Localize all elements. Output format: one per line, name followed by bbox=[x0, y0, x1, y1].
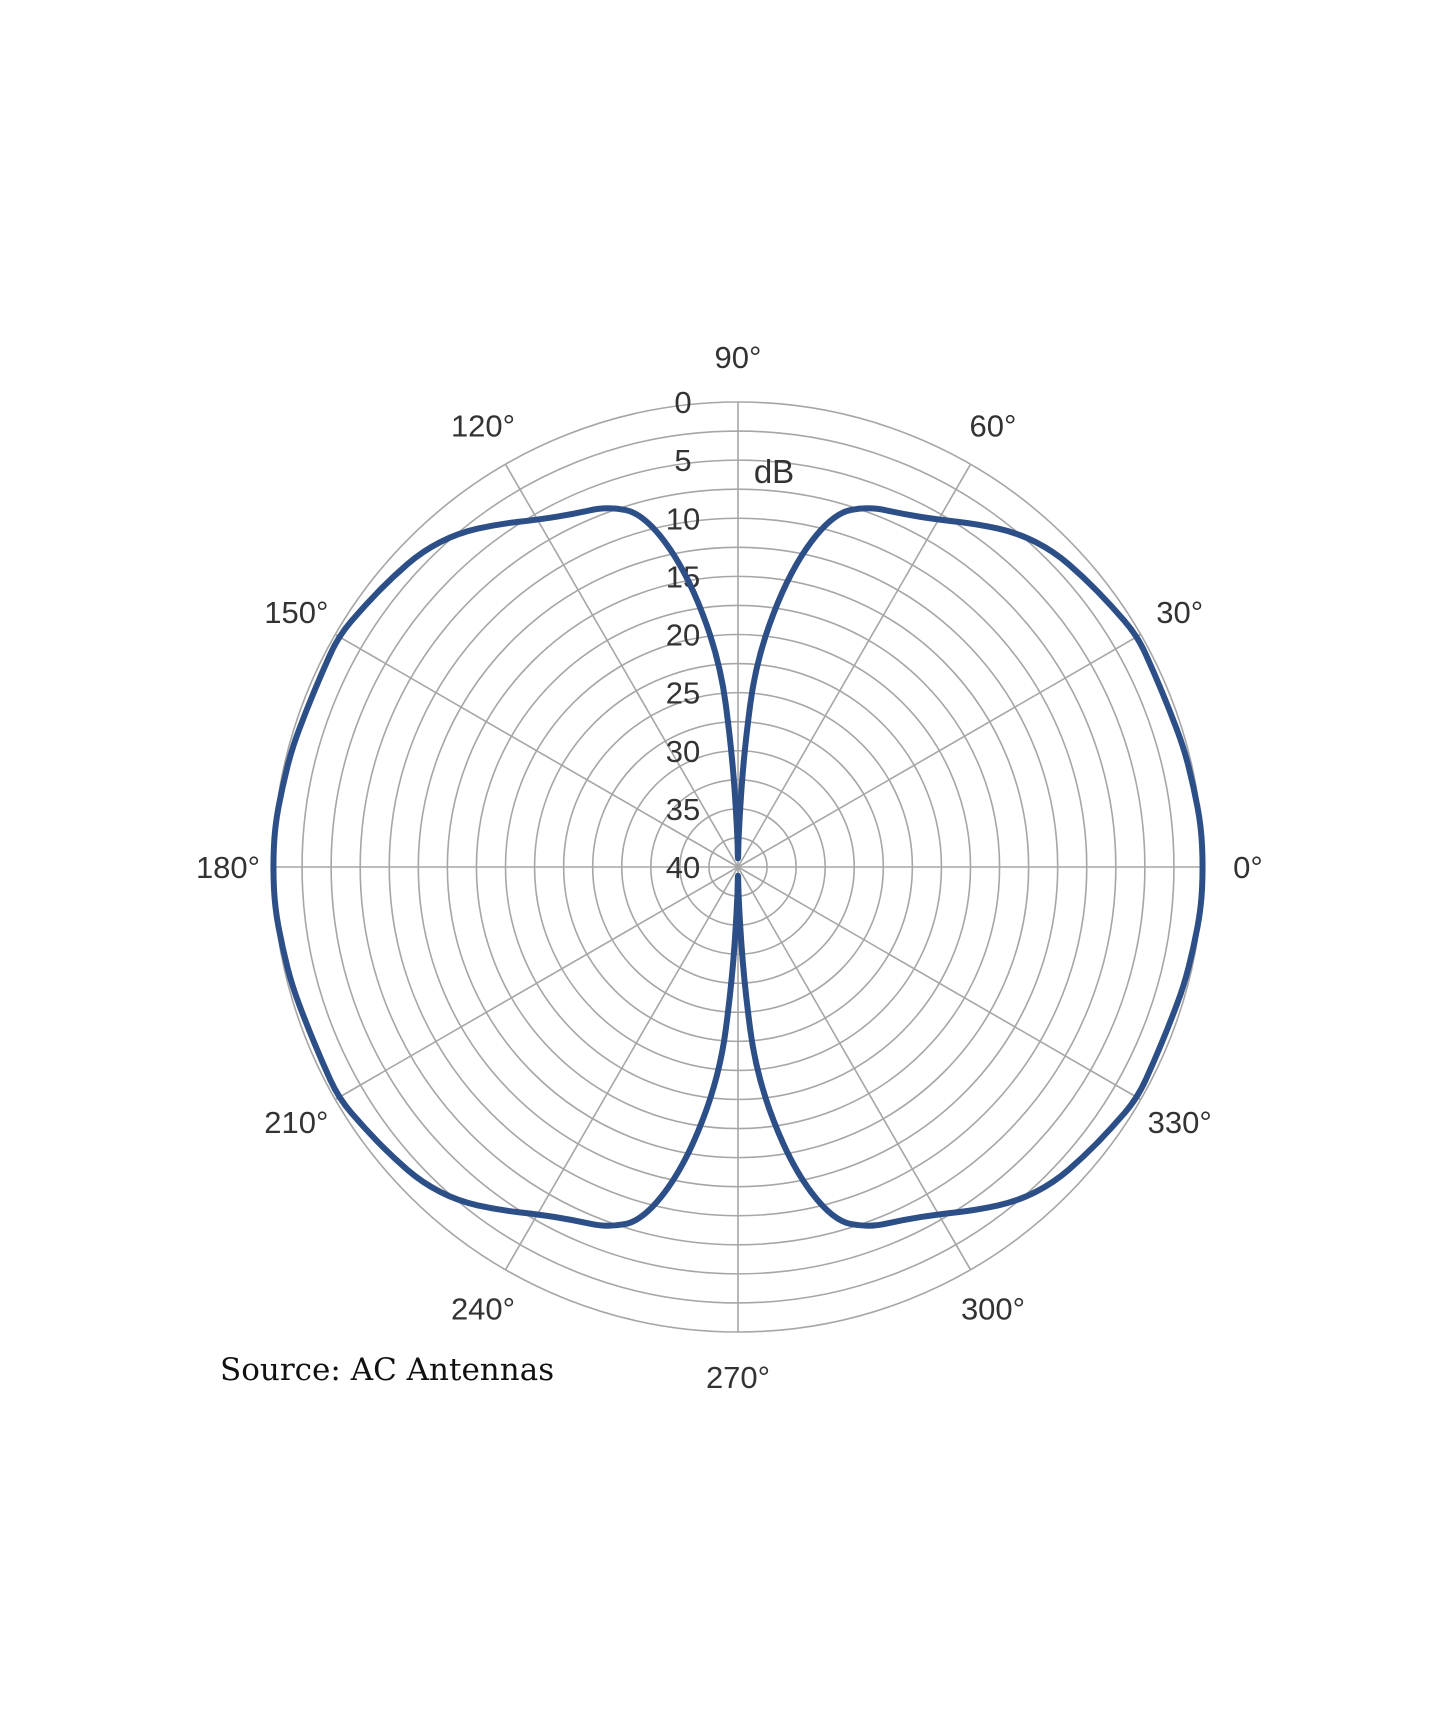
angle-tick-label: 240° bbox=[451, 1292, 515, 1327]
radial-tick-label: 0 bbox=[674, 385, 691, 420]
angle-tick-label: 90° bbox=[715, 340, 762, 375]
angle-tick-label: 30° bbox=[1156, 595, 1203, 630]
grid-spoke bbox=[737, 633, 1142, 868]
angle-tick-label: 330° bbox=[1148, 1105, 1212, 1140]
series-line bbox=[270, 505, 1206, 1229]
radial-tick-label: 5 bbox=[674, 443, 691, 478]
source-caption: Source: AC Antennas bbox=[220, 1352, 555, 1388]
radial-tick-label: 35 bbox=[666, 792, 700, 827]
angle-tick-label: 180° bbox=[196, 850, 260, 885]
angle-tick-label: 120° bbox=[451, 408, 515, 443]
radial-tick-label: 10 bbox=[666, 501, 700, 536]
angle-tick-label: 210° bbox=[264, 1105, 328, 1140]
radial-axis-label: dB bbox=[754, 453, 794, 490]
angle-tick-label: 150° bbox=[264, 595, 328, 630]
grid-spoke bbox=[737, 866, 972, 1271]
grid-spoke bbox=[737, 866, 1142, 1101]
grid-spoke bbox=[334, 866, 739, 1101]
angle-tick-label: 60° bbox=[970, 408, 1017, 443]
angle-tick-label: 300° bbox=[961, 1292, 1025, 1327]
grid-spoke bbox=[737, 463, 972, 868]
angle-tick-label: 0° bbox=[1233, 850, 1263, 885]
radial-tick-label: 40 bbox=[666, 850, 700, 885]
grid-spoke bbox=[504, 463, 739, 868]
radial-tick-label: 30 bbox=[666, 734, 700, 769]
grid-spoke bbox=[334, 633, 739, 868]
grid-spoke bbox=[504, 866, 739, 1271]
angle-tick-label: 270° bbox=[706, 1360, 770, 1395]
radial-tick-label: 25 bbox=[666, 676, 700, 711]
radial-tick-label: 20 bbox=[666, 618, 700, 653]
